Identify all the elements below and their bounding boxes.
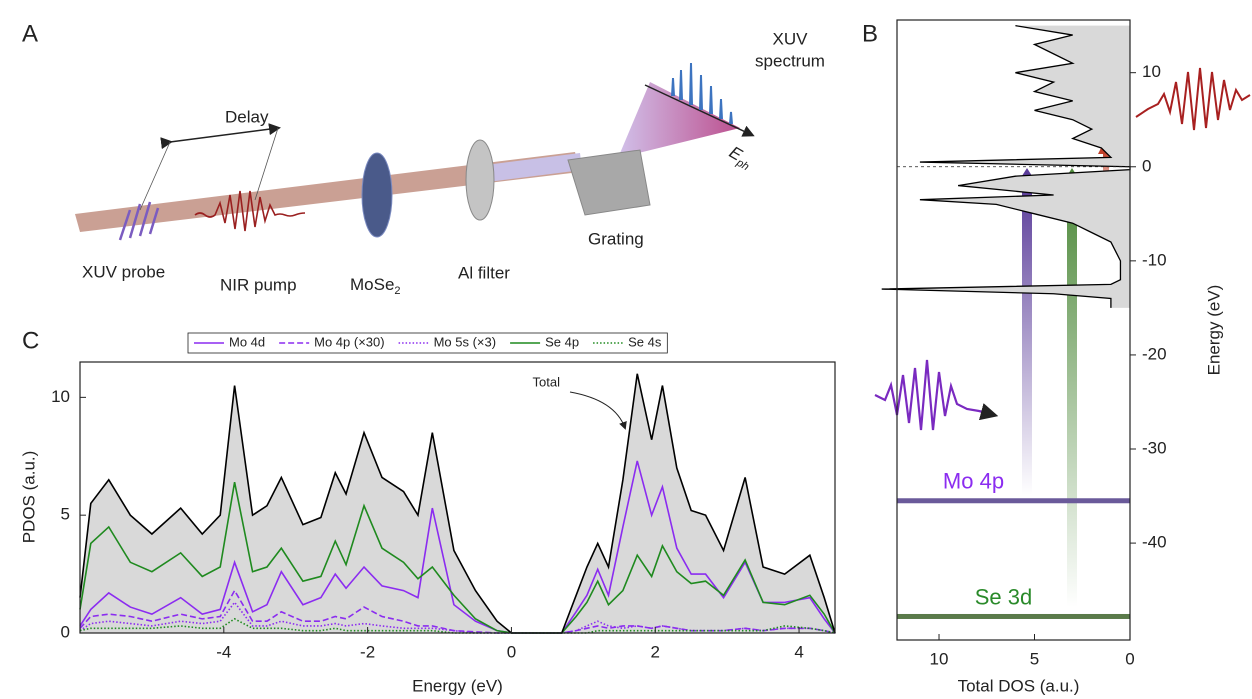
- sample-base: MoSe: [350, 275, 394, 294]
- x-tick-label: 10: [930, 649, 949, 668]
- y-tick-label: 10: [51, 387, 70, 406]
- sample-sub: 2: [394, 285, 400, 297]
- xuv-pulse: [118, 201, 160, 241]
- pdos-line: [79, 617, 836, 634]
- legend-label: Mo 4d: [229, 334, 265, 349]
- spectrum-label: spectrum: [755, 51, 825, 70]
- plot-frame: [79, 361, 836, 634]
- legend-label: Se 4s: [628, 334, 662, 349]
- panel-b-decor: [874, 67, 1251, 607]
- spectrum-label: XUV: [773, 29, 809, 48]
- diffracted-cone: [618, 82, 740, 158]
- sample-disc: [361, 152, 393, 238]
- y-tick-label: 0: [1142, 156, 1151, 175]
- pdos-line: [79, 460, 836, 634]
- grating-block: [567, 149, 651, 216]
- beam: [75, 152, 580, 232]
- total-line: [79, 373, 836, 634]
- core-level-label: Se 3d: [975, 584, 1033, 609]
- legend-label: Mo 4p (×30): [314, 334, 384, 349]
- xuv-beam: [478, 153, 582, 183]
- panel-label: A: [22, 20, 38, 47]
- y-tick-label: 5: [61, 505, 70, 524]
- panel-label: C: [22, 327, 39, 354]
- y-tick-label: -10: [1142, 250, 1167, 269]
- total-label: Total: [533, 374, 561, 389]
- nir-pump-label: NIR pump: [220, 275, 297, 294]
- y-tick-label: -40: [1142, 533, 1167, 552]
- xuv-probe-label: XUV probe: [82, 262, 165, 281]
- legend-label: Mo 5s (×3): [434, 334, 497, 349]
- core-level: [897, 498, 1130, 504]
- y-tick-label: 0: [61, 622, 70, 641]
- delay-guide: [254, 127, 279, 201]
- excitation-arrow: [1022, 185, 1032, 495]
- excitation-arrow: [1067, 185, 1077, 607]
- x-tick-label: 0: [1125, 649, 1134, 668]
- grating-label: Grating: [588, 229, 644, 248]
- nir-pulse: [194, 190, 306, 232]
- y-tick-label: -20: [1142, 344, 1167, 363]
- x-axis-title: Energy (eV): [412, 676, 503, 695]
- plot-frame: [896, 19, 1131, 641]
- y-axis-title: PDOS (a.u.): [19, 451, 38, 544]
- x-axis-title: Total DOS (a.u.): [958, 676, 1080, 695]
- delay-guide: [139, 141, 171, 211]
- energy-axis: [644, 84, 755, 137]
- nir-wave: [1135, 67, 1251, 131]
- y-axis-title: Energy (eV): [1204, 285, 1223, 376]
- filter-label: Al filter: [458, 263, 510, 282]
- x-tick-label: 2: [651, 642, 660, 661]
- total-arrow: [569, 391, 627, 430]
- legend-label: Se 4p: [545, 334, 579, 349]
- xuv-wave: [874, 359, 999, 431]
- delay-label: Delay: [225, 107, 269, 126]
- panel-a: A Delay XUV probe NIR pump MoSe2 Al filt…: [22, 20, 825, 297]
- x-tick-label: 0: [507, 642, 516, 661]
- energy-label: Eph: [725, 143, 756, 173]
- pdos-line: [79, 482, 836, 634]
- core-level: [897, 613, 1130, 619]
- x-tick-label: -2: [360, 642, 375, 661]
- y-tick-label: 10: [1142, 62, 1161, 81]
- core-level-label: Mo 4p: [943, 469, 1004, 494]
- filter-disc: [465, 139, 495, 221]
- spectrum-peaks: [671, 62, 733, 125]
- x-tick-label: -4: [216, 642, 231, 661]
- dos-area: [881, 25, 1130, 308]
- x-tick-label: 4: [794, 642, 803, 661]
- panel-label: B: [862, 20, 878, 47]
- energy-sub: ph: [734, 156, 751, 173]
- x-tick-label: 5: [1030, 649, 1039, 668]
- legend: Mo 4d Mo 4p (×30) Mo 5s (×3) Se 4p Se 4s: [187, 332, 668, 354]
- delay-arrow: [160, 123, 281, 150]
- sample-label: MoSe2: [350, 275, 401, 296]
- y-tick-label: -30: [1142, 438, 1167, 457]
